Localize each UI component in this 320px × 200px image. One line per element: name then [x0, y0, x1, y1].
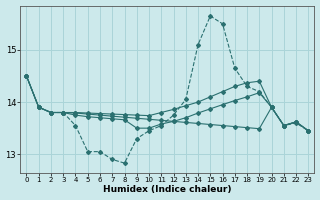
X-axis label: Humidex (Indice chaleur): Humidex (Indice chaleur) [103, 185, 232, 194]
